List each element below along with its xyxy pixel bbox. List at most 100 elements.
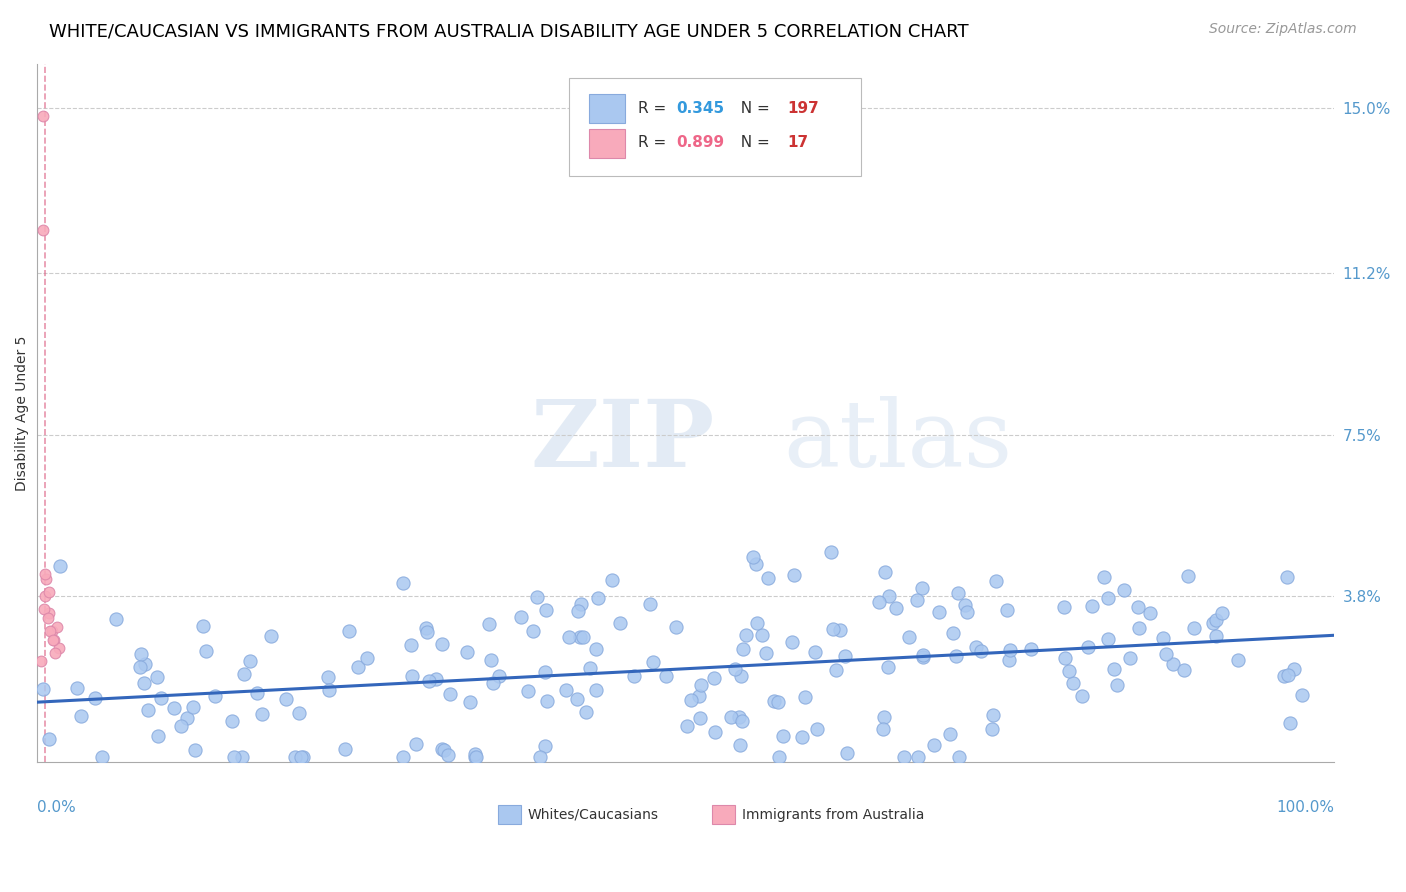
Point bbox=[703, 725, 725, 739]
Point bbox=[41, 624, 63, 638]
Point bbox=[946, 586, 969, 600]
Text: N =: N = bbox=[731, 136, 775, 151]
Bar bbox=[711, 805, 735, 824]
Point bbox=[911, 581, 934, 595]
Point bbox=[482, 675, 505, 690]
Point bbox=[690, 678, 713, 692]
Point bbox=[703, 672, 725, 686]
Point bbox=[939, 726, 962, 740]
Point bbox=[638, 598, 661, 612]
Point bbox=[772, 730, 794, 744]
Point bbox=[572, 630, 595, 644]
Point bbox=[129, 660, 152, 674]
Point bbox=[922, 738, 945, 752]
Point bbox=[804, 644, 827, 658]
Point bbox=[730, 669, 752, 683]
Point bbox=[806, 722, 828, 736]
Text: Immigrants from Australia: Immigrants from Australia bbox=[741, 807, 924, 822]
Point bbox=[1063, 676, 1085, 690]
Text: 0.345: 0.345 bbox=[676, 101, 725, 115]
Point bbox=[565, 692, 588, 706]
Point bbox=[132, 676, 155, 690]
Point bbox=[34, 589, 56, 603]
Point bbox=[965, 640, 987, 655]
Point bbox=[464, 750, 486, 764]
Point bbox=[145, 670, 167, 684]
Point bbox=[1094, 569, 1116, 583]
Point bbox=[1000, 642, 1022, 657]
Point bbox=[284, 750, 307, 764]
Point bbox=[1282, 662, 1305, 676]
Point bbox=[1279, 716, 1302, 731]
Point bbox=[509, 610, 531, 624]
Text: 100.0%: 100.0% bbox=[1277, 799, 1334, 814]
Point bbox=[526, 591, 548, 605]
Point bbox=[893, 750, 915, 764]
Point bbox=[433, 743, 456, 757]
Bar bbox=[589, 129, 624, 158]
Point bbox=[868, 595, 890, 609]
Bar bbox=[498, 805, 522, 824]
Point bbox=[679, 692, 702, 706]
Point bbox=[820, 545, 842, 559]
Point bbox=[31, 109, 53, 123]
Point bbox=[1128, 600, 1150, 615]
Point bbox=[276, 692, 298, 706]
Point bbox=[793, 690, 815, 704]
Point bbox=[38, 584, 60, 599]
Point bbox=[533, 739, 555, 754]
Point bbox=[176, 711, 198, 725]
Point bbox=[981, 722, 1004, 736]
Point bbox=[575, 706, 598, 720]
Point bbox=[430, 637, 453, 651]
FancyBboxPatch shape bbox=[569, 78, 860, 176]
Point bbox=[731, 714, 754, 728]
Point bbox=[641, 655, 664, 669]
Point bbox=[246, 686, 269, 700]
Point bbox=[38, 732, 60, 747]
Point bbox=[1152, 631, 1174, 645]
Point bbox=[44, 646, 66, 660]
Point bbox=[1277, 668, 1299, 682]
Point bbox=[392, 750, 415, 764]
Text: atlas: atlas bbox=[783, 396, 1012, 486]
Point bbox=[34, 567, 56, 582]
Point bbox=[941, 626, 963, 640]
Point bbox=[136, 703, 159, 717]
Point bbox=[488, 668, 510, 682]
Point bbox=[1272, 668, 1295, 682]
Point bbox=[392, 575, 415, 590]
Point bbox=[134, 657, 156, 671]
Point bbox=[1080, 599, 1102, 613]
Point bbox=[585, 683, 607, 698]
Point bbox=[875, 566, 897, 580]
Point bbox=[970, 643, 993, 657]
Point bbox=[720, 709, 742, 723]
Point bbox=[984, 574, 1007, 589]
Point bbox=[824, 663, 846, 677]
Point bbox=[290, 750, 312, 764]
Point bbox=[32, 682, 55, 697]
Point bbox=[31, 223, 53, 237]
Point bbox=[600, 573, 623, 587]
Point bbox=[768, 695, 790, 709]
Point bbox=[873, 710, 896, 724]
Point bbox=[905, 592, 928, 607]
Point bbox=[1205, 613, 1227, 627]
Point bbox=[239, 654, 262, 668]
Point bbox=[231, 750, 253, 764]
Point bbox=[995, 602, 1018, 616]
Point bbox=[439, 687, 461, 701]
Point bbox=[432, 742, 454, 756]
Point bbox=[44, 632, 66, 647]
Point bbox=[783, 568, 806, 582]
Point bbox=[252, 706, 274, 721]
Point bbox=[318, 683, 340, 698]
Point bbox=[163, 700, 186, 714]
Point bbox=[1128, 621, 1150, 635]
Point bbox=[1154, 647, 1177, 661]
Point bbox=[742, 549, 765, 564]
Point bbox=[762, 694, 785, 708]
Point bbox=[907, 750, 929, 764]
Point bbox=[588, 591, 610, 606]
